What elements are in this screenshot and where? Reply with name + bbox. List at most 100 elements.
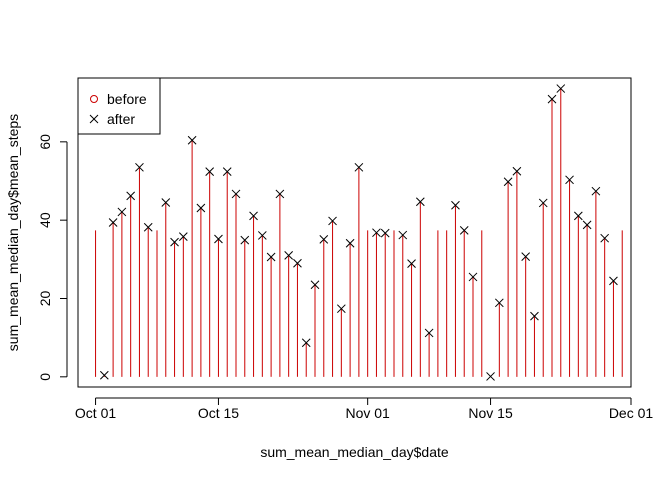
after-point-stroke	[301, 338, 311, 348]
after-point-2012-11-18	[512, 166, 522, 176]
after-point-2012-11-08	[424, 328, 434, 338]
after-point-stroke	[143, 222, 153, 232]
after-point-stroke	[257, 231, 267, 240]
after-point-2012-11-22	[547, 94, 557, 104]
after-point-2012-10-11	[178, 232, 188, 241]
y-tick-label: 20	[37, 290, 53, 306]
after-point-2012-11-02	[372, 228, 381, 238]
after-point-stroke	[538, 198, 548, 208]
after-point-2012-10-17	[231, 189, 241, 199]
after-point-stroke	[336, 304, 346, 314]
x-tick-label: Nov 15	[468, 405, 513, 421]
after-point-2012-11-07	[415, 197, 425, 207]
legend-symbol-circle	[90, 95, 98, 103]
before-series-lines	[95, 88, 623, 377]
after-point-2012-11-13	[468, 272, 478, 282]
x-tick-label: Dec 01	[609, 405, 654, 421]
after-point-stroke	[398, 230, 408, 240]
x-tick-label: Oct 15	[198, 405, 239, 421]
after-point-2012-10-18	[240, 235, 250, 245]
after-point-2012-10-07	[143, 222, 153, 232]
after-point-2012-11-15	[486, 372, 495, 381]
x-axis: Oct 01 Oct 15 Nov 01 Nov 15 Dec 01	[75, 397, 654, 421]
after-point-2012-10-24	[293, 258, 302, 268]
chart-legend: before after	[77, 77, 161, 135]
y-tick-label: 0	[37, 373, 53, 381]
after-series-points	[99, 84, 618, 381]
after-point-stroke	[521, 252, 531, 261]
after-point-stroke	[582, 220, 592, 230]
after-point-2012-10-16	[222, 167, 232, 176]
after-point-stroke	[196, 203, 206, 213]
after-point-2012-11-06	[407, 259, 416, 268]
after-point-2012-10-27	[319, 235, 329, 244]
legend-label-after: after	[107, 111, 135, 127]
after-point-2012-11-16	[494, 298, 504, 308]
after-point-stroke	[415, 197, 425, 207]
after-point-2012-10-22	[275, 189, 285, 199]
after-point-stroke	[99, 370, 109, 380]
after-point-stroke	[468, 272, 478, 282]
after-point-2012-11-28	[600, 233, 610, 243]
legend-symbol-stroke	[89, 114, 99, 124]
after-point-2012-11-03	[380, 228, 390, 238]
after-point-stroke	[372, 228, 381, 238]
after-point-2012-11-25	[573, 211, 583, 221]
after-point-stroke	[459, 225, 469, 235]
after-point-stroke	[530, 311, 539, 321]
after-point-stroke	[380, 228, 390, 238]
after-point-2012-10-23	[284, 251, 294, 260]
after-point-2012-10-20	[257, 231, 267, 240]
after-point-stroke	[161, 198, 171, 207]
after-point-2012-10-03	[108, 218, 118, 227]
after-point-stroke	[293, 258, 302, 268]
y-tick-label: 40	[37, 212, 53, 228]
x-axis-label: sum_mean_median_day$date	[260, 444, 449, 460]
after-point-stroke	[240, 235, 250, 245]
after-point-2012-10-12	[187, 135, 197, 145]
after-point-2012-10-21	[266, 252, 276, 262]
after-point-2012-10-19	[249, 211, 258, 221]
after-point-2012-11-21	[538, 198, 548, 208]
y-tick-label: 60	[37, 134, 53, 150]
after-point-stroke	[319, 235, 329, 244]
after-point-stroke	[424, 328, 434, 338]
legend-label-before: before	[107, 91, 147, 107]
after-point-stroke	[205, 167, 215, 176]
after-point-2012-11-05	[398, 230, 408, 240]
after-point-stroke	[126, 191, 136, 201]
after-point-2012-10-31	[354, 162, 364, 172]
after-point-2012-10-06	[135, 162, 144, 172]
after-point-stroke	[310, 280, 320, 290]
after-point-stroke	[451, 200, 460, 210]
after-point-stroke	[266, 252, 276, 262]
after-point-stroke	[275, 189, 285, 199]
after-point-stroke	[249, 211, 258, 221]
after-point-2012-10-30	[345, 238, 355, 248]
after-point-2012-10-28	[328, 216, 337, 226]
y-axis-label: sum_mean_median_day$mean_steps	[5, 114, 21, 351]
after-point-stroke	[503, 177, 513, 187]
after-point-stroke	[494, 298, 504, 308]
after-point-2012-11-12	[459, 225, 469, 235]
after-point-2012-11-17	[503, 177, 513, 187]
after-point-stroke	[214, 234, 223, 244]
after-point-stroke	[187, 135, 197, 145]
after-point-2012-11-27	[591, 186, 601, 196]
after-point-2012-10-05	[126, 191, 136, 201]
after-point-stroke	[108, 218, 118, 227]
after-point-stroke	[117, 207, 127, 217]
after-point-2012-10-15	[214, 234, 223, 244]
after-point-2012-11-29	[609, 276, 618, 286]
after-point-2012-10-14	[205, 167, 215, 176]
after-point-2012-11-23	[556, 84, 566, 93]
plot-frame	[77, 77, 632, 388]
after-point-stroke	[609, 276, 618, 286]
after-point-2012-10-10	[170, 237, 179, 247]
after-point-stroke	[345, 238, 355, 248]
after-point-stroke	[547, 94, 557, 104]
after-point-stroke	[600, 233, 610, 243]
legend-symbol-x	[89, 114, 99, 124]
after-point-2012-11-26	[582, 220, 592, 230]
